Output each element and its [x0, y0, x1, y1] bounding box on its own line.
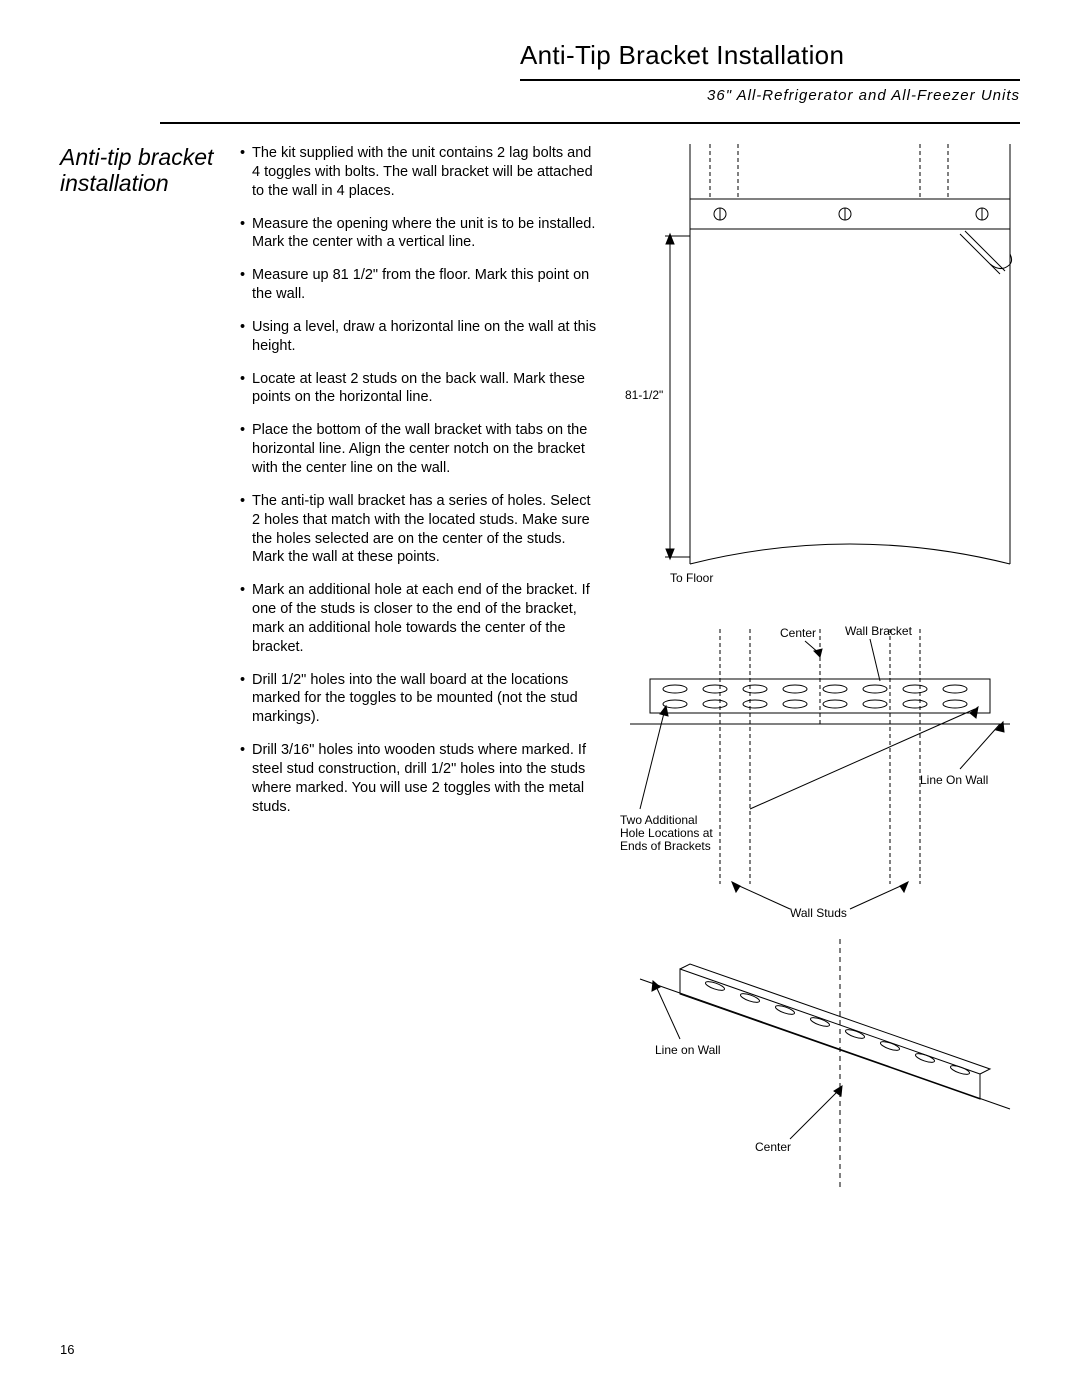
- instruction-item: Place the bottom of the wall bracket wit…: [240, 421, 600, 478]
- instruction-item: Using a level, draw a horizontal line on…: [240, 318, 600, 356]
- fig3-center-label: Center: [755, 1140, 791, 1154]
- rule-full: [160, 122, 1020, 124]
- fig2-lineonwall-label: Line On Wall: [920, 773, 988, 787]
- instruction-item: Locate at least 2 studs on the back wall…: [240, 370, 600, 408]
- dim-label: 81-1/2": [625, 388, 663, 402]
- instruction-item: Mark an additional hole at each end of t…: [240, 581, 600, 656]
- figure-3: Line on Wall Center: [620, 939, 1020, 1204]
- figure-1: 81-1/2" To Floor: [620, 144, 1020, 589]
- fig3-lineonwall-label: Line on Wall: [655, 1043, 721, 1057]
- instruction-item: The kit supplied with the unit contains …: [240, 144, 600, 201]
- page-title: Anti-Tip Bracket Installation: [520, 40, 1020, 71]
- page: Anti-Tip Bracket Installation 36" All-Re…: [0, 0, 1080, 1397]
- body-column: The kit supplied with the unit contains …: [240, 144, 620, 1204]
- page-subtitle: 36" All-Refrigerator and All-Freezer Uni…: [520, 87, 1020, 104]
- figure-2: Center Wall Bracket Line On Wall: [620, 609, 1020, 924]
- instruction-item: Drill 1/2" holes into the wall board at …: [240, 671, 600, 728]
- figure-column: 81-1/2" To Floor: [620, 144, 1020, 1204]
- fig2-wallbracket-label: Wall Bracket: [845, 624, 913, 638]
- instruction-item: Measure the opening where the unit is to…: [240, 215, 600, 253]
- content-row: Anti-tip bracket installation The kit su…: [60, 144, 1020, 1204]
- floor-label: To Floor: [670, 571, 713, 584]
- side-heading: Anti-tip bracket installation: [60, 144, 240, 197]
- fig2-wallstuds-label: Wall Studs: [790, 906, 847, 919]
- figure-3-svg: Line on Wall Center: [620, 939, 1020, 1199]
- header-block: Anti-Tip Bracket Installation 36" All-Re…: [520, 40, 1020, 104]
- instruction-list: The kit supplied with the unit contains …: [240, 144, 600, 816]
- figure-1-svg: 81-1/2" To Floor: [620, 144, 1020, 584]
- side-column: Anti-tip bracket installation: [60, 144, 240, 1204]
- page-number: 16: [60, 1342, 74, 1357]
- instruction-item: The anti-tip wall bracket has a series o…: [240, 492, 600, 567]
- instruction-item: Drill 3/16" holes into wooden studs wher…: [240, 741, 600, 816]
- instruction-item: Measure up 81 1/2" from the floor. Mark …: [240, 266, 600, 304]
- fig2-addholes-label: Two Additional Hole Locations at Ends of…: [620, 813, 716, 853]
- rule-top: [520, 79, 1020, 81]
- figure-2-svg: Center Wall Bracket Line On Wall: [620, 609, 1020, 919]
- fig2-center-label: Center: [780, 626, 816, 640]
